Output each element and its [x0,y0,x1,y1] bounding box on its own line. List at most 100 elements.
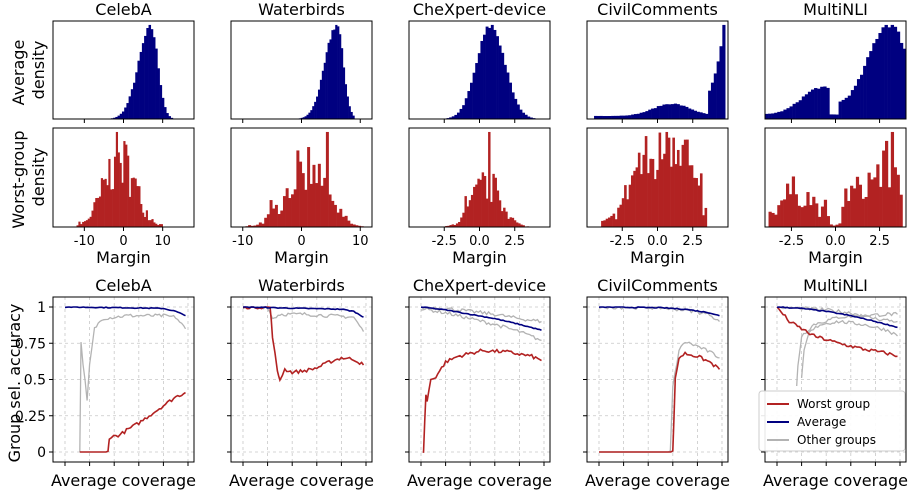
hist-bar [801,96,806,119]
hist-bar [160,224,163,227]
hist-bar [348,106,351,119]
hist-bar [826,216,830,227]
hist-bar [317,89,321,119]
hist-bar [337,26,340,119]
hist-bar [135,72,138,119]
hist-bar [157,225,160,227]
hist-bar [522,112,526,119]
hist-bar [485,26,489,120]
hist-bar [639,112,643,119]
hist-bar [647,173,650,227]
hist-bar [475,184,478,227]
hist-bar [852,188,857,227]
hist-bar [358,225,362,227]
hist-bar [890,24,895,120]
hist-bar [159,85,163,119]
axes-frame [230,20,373,120]
hist-bar [663,153,666,227]
hist-bar [681,144,685,227]
series-line-average [776,306,898,329]
hist-bar [789,106,793,119]
legend-label-average: Average [797,415,846,429]
x-tick-label: 2.5 [504,234,525,249]
series-line-worst-group [422,348,542,453]
hist-bar [447,225,450,227]
hist-bar [299,161,303,227]
series-line-worst-group [776,306,898,358]
hist-bar [847,95,852,119]
hist-bar [459,108,463,119]
hist-title: CivilComments [597,0,718,19]
hist-bar [653,179,657,227]
hist-bar [649,158,652,227]
hist-bar [488,131,491,227]
hist-bar [106,185,109,227]
hist-bar [493,29,497,119]
series-line-worst-group [79,391,186,453]
hist-bar [863,65,867,119]
hist-bar [126,103,129,119]
hist-bar [319,79,323,119]
hist-bar [765,113,769,119]
hist-bar [665,104,669,119]
hist-bar [110,189,113,227]
hist-bar [339,34,342,119]
hist-bar [123,141,126,227]
series-line-average [598,306,720,317]
hist-bar [838,223,842,227]
hist-bar [250,225,254,227]
hist-bar [823,86,827,119]
hist-bar [841,206,845,227]
hist-bar [462,212,465,227]
hist-bar [113,117,116,119]
hist-bar [333,29,336,119]
hist-bar [312,164,316,227]
hist-bar [456,112,460,119]
hist-bar [454,114,458,119]
hist-bar [708,90,712,119]
hist-bar [455,223,459,227]
hist-bar [161,97,165,119]
x-tick-label: 2.5 [682,234,703,249]
hist-bar [494,177,497,227]
hist-bar [626,199,629,227]
hist-bar [890,131,895,227]
hist-row1-ylabel: Average density [9,35,48,106]
hist-bar [660,159,664,227]
series-line-other-groups [800,319,898,378]
hist-bar [838,101,842,119]
hist-bar [869,51,873,119]
hist-bar [475,63,479,119]
series-line-other-groups [79,313,187,453]
hist-bar [832,114,836,119]
hist-bar [352,224,356,227]
legend-label-worst: Worst group [797,397,870,411]
hist-bar [676,104,680,119]
hist-bar [856,79,861,119]
hist-bar [817,88,821,119]
hist-bar [93,202,96,227]
x-tick-label: 0.0 [825,234,846,249]
x-tick-label: -2.5 [779,234,804,249]
hist-bar [774,112,778,119]
hist-bar [490,24,494,120]
legend-label-other: Other groups [797,433,876,447]
hist-bar [884,24,888,120]
hist-bar [449,225,452,227]
hist-bar [826,87,830,119]
hist-title: Waterbirds [258,0,345,19]
hist-bar [648,109,652,119]
sel-panel-chexpert-device: CheXpert-device Average coverage [405,276,552,490]
hist-bar [467,91,471,119]
hist-bar [818,216,822,227]
hist-bar [798,100,803,119]
hist-bar [509,82,512,119]
hist-bar [792,103,796,119]
series-line-average [64,306,186,317]
hist-bar [342,67,346,119]
sel-panel-waterbirds: Waterbirds Average coverage [227,276,374,490]
hist-bar [878,33,882,120]
hist-bar [492,173,495,227]
